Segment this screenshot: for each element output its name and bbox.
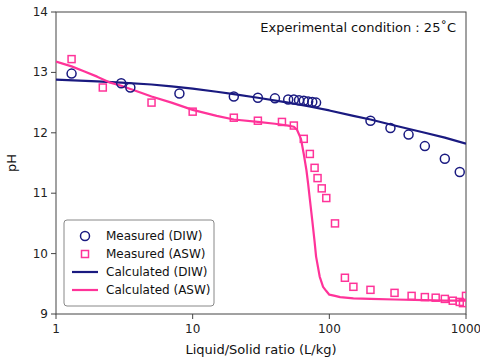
y-tick-label: 9 bbox=[40, 307, 48, 321]
legend-swatch bbox=[72, 289, 98, 291]
legend-box bbox=[64, 220, 214, 306]
measured-point bbox=[68, 56, 75, 63]
measured-point bbox=[318, 185, 325, 192]
y-tick-label: 12 bbox=[33, 126, 48, 140]
legend-label: Measured (ASW) bbox=[106, 247, 206, 261]
y-tick bbox=[51, 72, 56, 73]
measured-point bbox=[189, 108, 196, 115]
legend-label: Calculated (ASW) bbox=[106, 283, 211, 297]
x-axis-label: Liquid/Solid ratio (L/kg) bbox=[185, 342, 336, 357]
measured-point bbox=[341, 274, 348, 281]
measured-point bbox=[126, 83, 135, 92]
measured-point bbox=[421, 294, 428, 301]
y-axis-label: pH bbox=[4, 154, 19, 172]
measured-point bbox=[67, 69, 76, 78]
x-tick bbox=[192, 314, 193, 319]
measured-point bbox=[432, 294, 439, 301]
legend-label: Calculated (DIW) bbox=[106, 265, 207, 279]
y-tick bbox=[51, 12, 56, 13]
measured-point bbox=[331, 220, 338, 227]
measured-point bbox=[391, 289, 398, 296]
measured-point bbox=[440, 154, 449, 163]
legend-swatch bbox=[72, 271, 98, 273]
y-tick-label: 10 bbox=[33, 247, 48, 261]
measured-point bbox=[253, 93, 262, 102]
measured-point bbox=[230, 114, 237, 121]
measured-point bbox=[367, 286, 374, 293]
measured-point bbox=[278, 118, 285, 125]
x-tick bbox=[466, 314, 467, 319]
x-tick bbox=[329, 314, 330, 319]
plot-frame bbox=[56, 12, 466, 314]
measured-point bbox=[449, 297, 456, 304]
measured-point bbox=[404, 130, 413, 139]
measured-point bbox=[306, 150, 313, 157]
measured-point bbox=[420, 142, 429, 151]
calculated-line bbox=[56, 80, 466, 144]
y-tick bbox=[51, 314, 56, 315]
data-layer bbox=[56, 56, 466, 307]
measured-point bbox=[459, 300, 466, 307]
legend-swatch bbox=[81, 232, 90, 241]
y-tick-label: 14 bbox=[33, 5, 48, 19]
y-tick bbox=[51, 193, 56, 194]
x-tick-label: 1000 bbox=[451, 322, 480, 336]
measured-point bbox=[254, 117, 261, 124]
measured-point bbox=[300, 135, 307, 142]
x-tick bbox=[56, 314, 57, 319]
x-tick-label: 10 bbox=[185, 322, 200, 336]
measured-point bbox=[323, 195, 330, 202]
y-tick-label: 13 bbox=[33, 65, 48, 79]
measured-point bbox=[311, 164, 318, 171]
measured-point bbox=[148, 99, 155, 106]
measured-point bbox=[350, 283, 357, 290]
measured-point bbox=[312, 98, 321, 107]
measured-point bbox=[99, 84, 106, 91]
title: Experimental condition : 25˚C bbox=[260, 20, 456, 35]
measured-point bbox=[408, 292, 415, 299]
measured-point bbox=[386, 123, 395, 132]
x-tick-label: 100 bbox=[318, 322, 341, 336]
y-tick bbox=[51, 253, 56, 254]
measured-point bbox=[366, 116, 375, 125]
measured-point bbox=[117, 79, 126, 88]
measured-point bbox=[290, 122, 297, 129]
measured-point bbox=[455, 168, 464, 177]
measured-point bbox=[441, 295, 448, 302]
y-tick bbox=[51, 132, 56, 133]
measured-point bbox=[314, 175, 321, 182]
measured-point bbox=[270, 94, 279, 103]
plot-background bbox=[56, 12, 466, 314]
calculated-line bbox=[56, 62, 466, 301]
legend: Measured (DIW) Measured (ASW) Calculated (… bbox=[64, 220, 214, 306]
measured-point bbox=[463, 292, 467, 299]
chart: 1 10 100 1000 9 10 11 12 13 14 Liquid/Solid ratio … bbox=[0, 0, 480, 364]
legend-label: Measured (DIW) bbox=[106, 229, 202, 243]
measured-point bbox=[229, 92, 238, 101]
measured-point bbox=[175, 89, 184, 98]
y-tick-label: 11 bbox=[33, 186, 48, 200]
x-tick-label: 1 bbox=[52, 322, 60, 336]
legend-swatch bbox=[82, 251, 89, 258]
